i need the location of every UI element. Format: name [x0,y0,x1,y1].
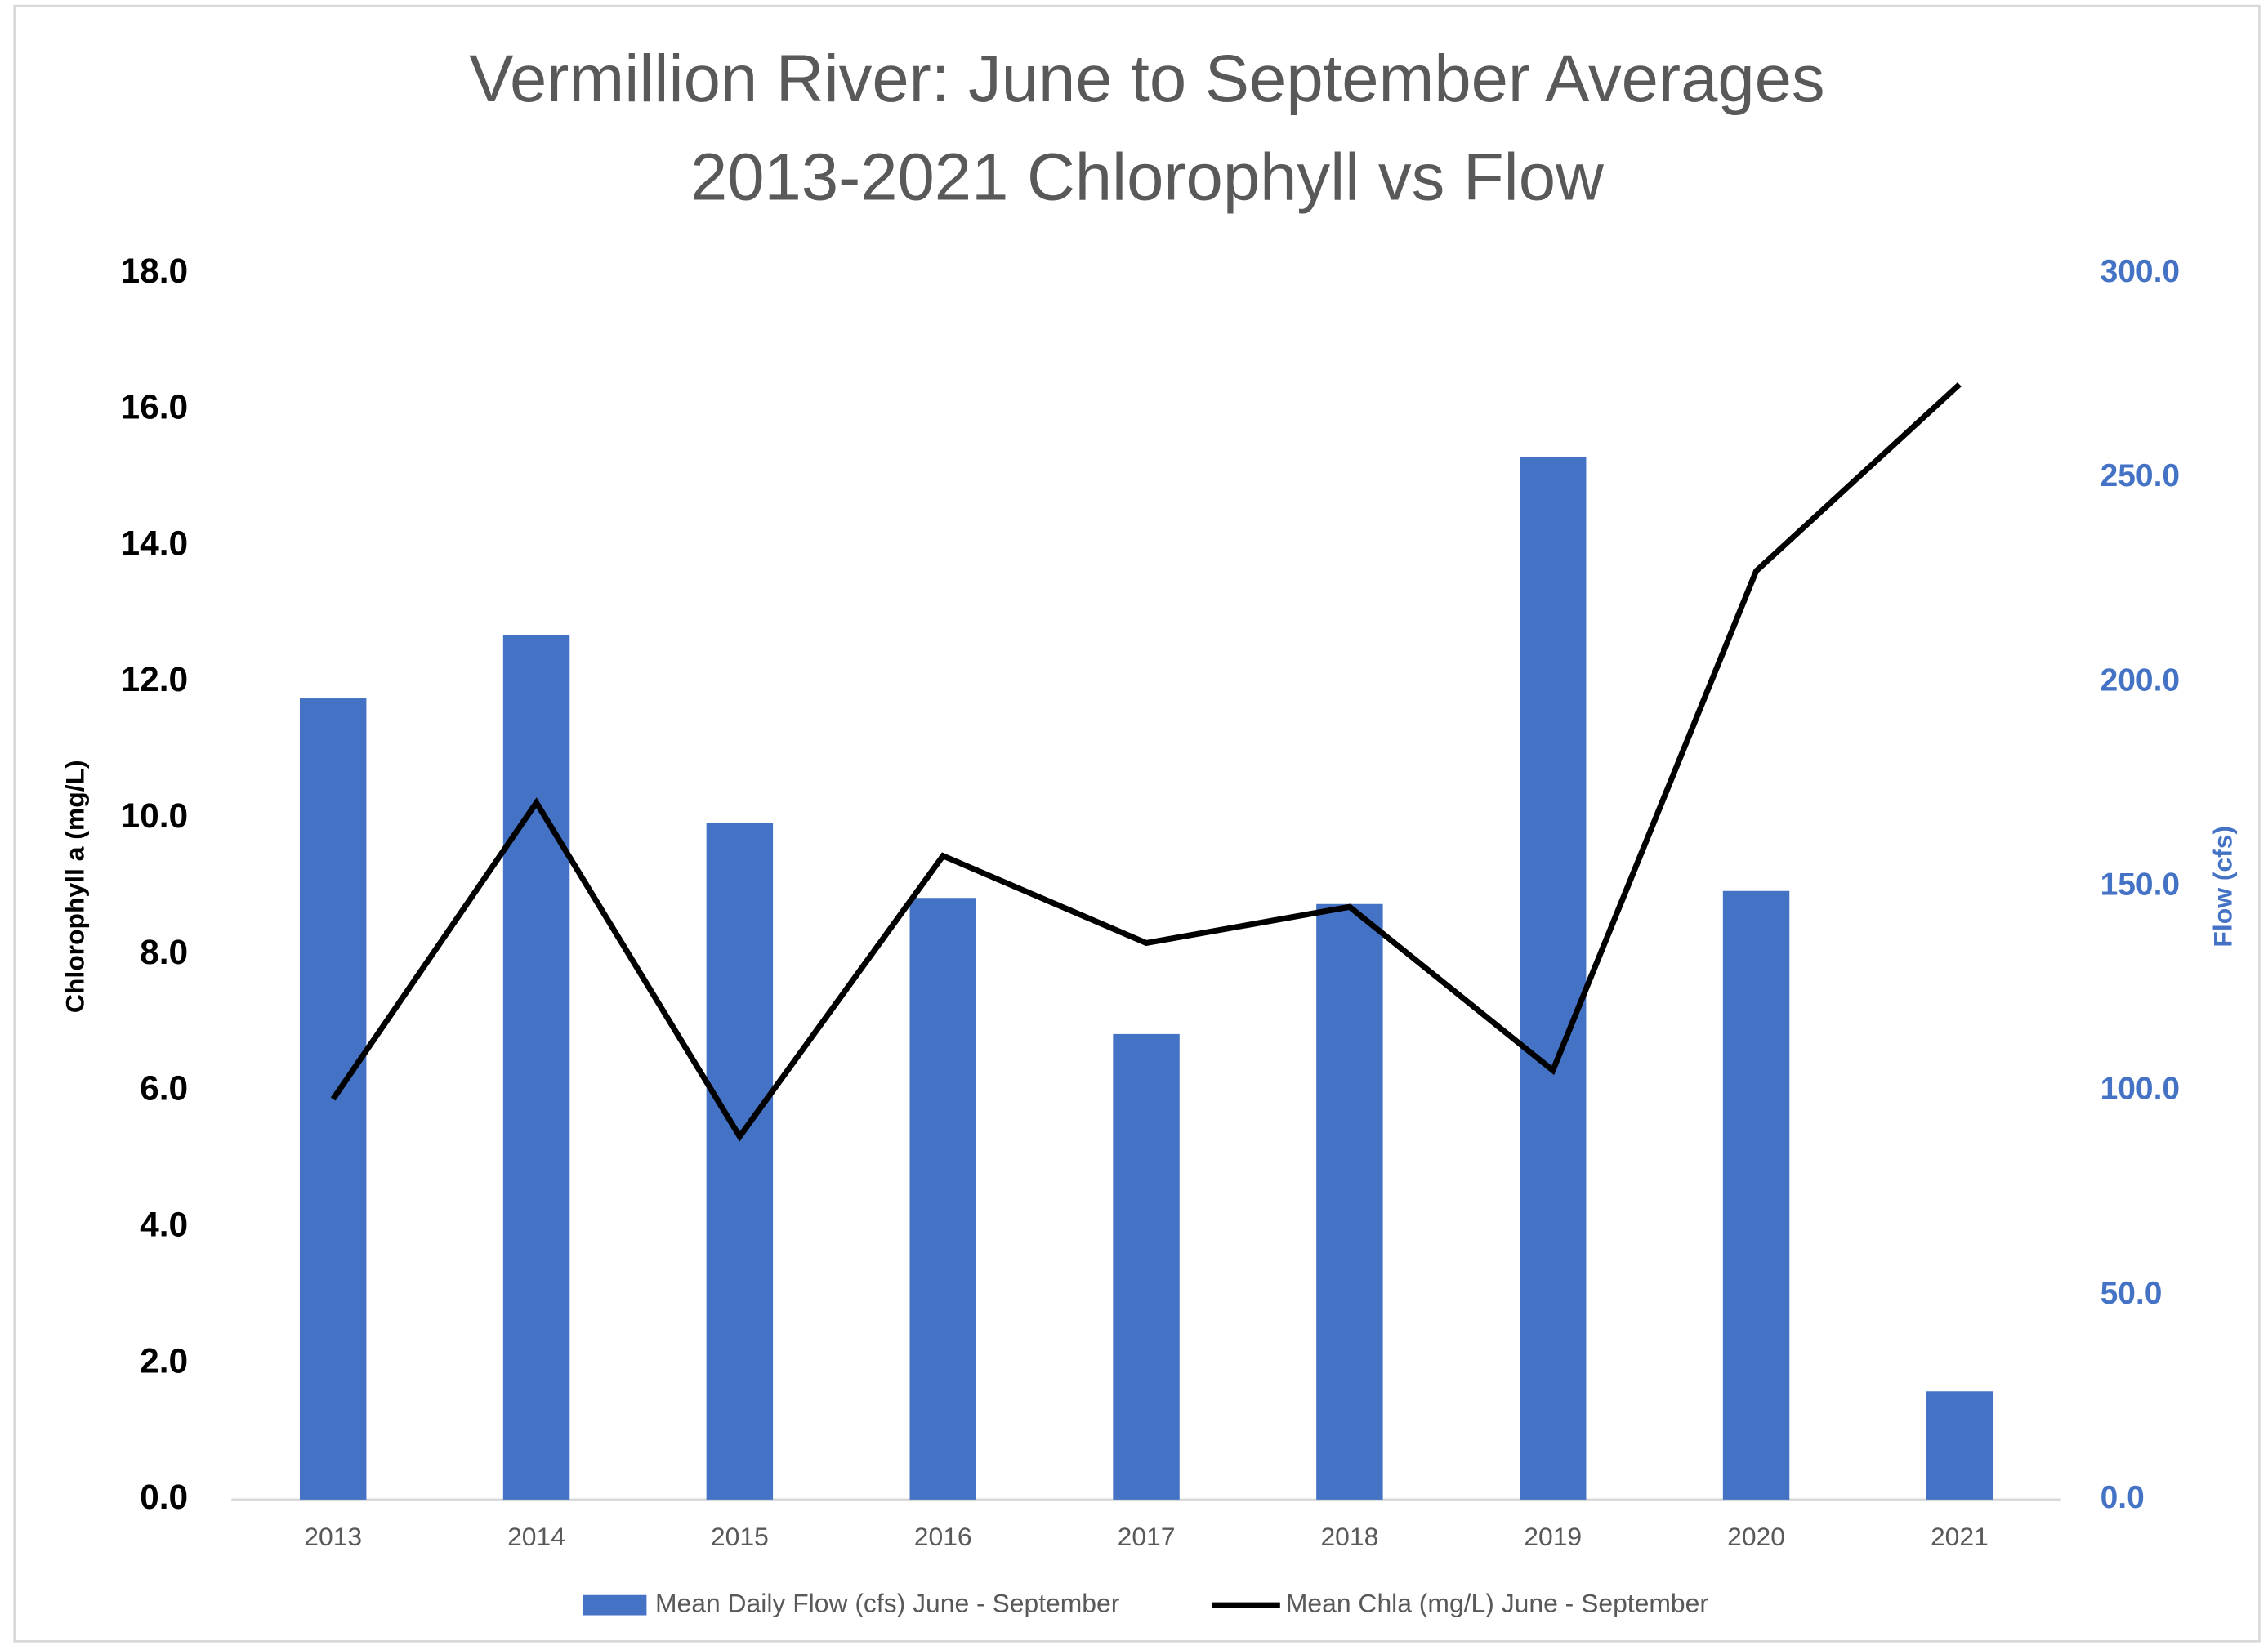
bar [1113,1033,1180,1500]
bar [706,823,774,1500]
bar [1926,1391,1993,1500]
y2-tick-label: 250.0 [2101,458,2180,493]
bar [909,898,976,1500]
y-tick-label: 14.0 [121,524,189,563]
y2-tick-label: 0.0 [2101,1480,2145,1515]
y2-tick-label: 300.0 [2101,254,2180,289]
bar [502,635,570,1500]
y-axis-label: Chlorophyll a (mg/L) [60,760,89,1013]
y-tick-label: 0.0 [140,1478,188,1517]
y2-tick-label: 150.0 [2101,867,2180,903]
x-tick-label: 2016 [914,1522,972,1551]
x-tick-label: 2015 [711,1522,769,1551]
x-tick-label: 2019 [1524,1522,1582,1551]
x-tick-label: 2020 [1727,1522,1785,1551]
bar [1722,890,1790,1500]
y-tick-label: 16.0 [121,389,189,427]
y-tick-label: 2.0 [140,1342,188,1380]
line [330,381,1962,1142]
bar [1520,457,1587,1500]
y-tick-label: 8.0 [140,934,188,972]
x-tick-label: 2014 [507,1522,565,1551]
y-tick-label: 4.0 [140,1206,188,1244]
y-tick-label: 18.0 [121,252,189,291]
legend-swatch [583,1594,647,1616]
y-tick-label: 12.0 [121,661,189,699]
y2-tick-label: 50.0 [2101,1276,2163,1311]
y-tick-label: 10.0 [121,797,189,836]
y-tick-label: 6.0 [140,1070,188,1108]
y2-axis-label: Flow (cfs) [2208,826,2237,948]
y2-tick-label: 100.0 [2101,1072,2180,1107]
x-tick-label: 2013 [304,1522,362,1551]
legend-label: Mean Daily Flow (cfs) June - September [655,1589,1120,1618]
chart-title: Vermillion River: June to September Aver… [469,42,1824,116]
chart-subtitle: 2013-2021 Chlorophyll vs Flow [690,140,1604,215]
x-tick-label: 2018 [1320,1522,1378,1551]
x-tick-label: 2021 [1931,1522,1989,1551]
y2-tick-label: 200.0 [2101,662,2180,698]
legend-label: Mean Chla (mg/L) June - September [1286,1589,1708,1618]
x-tick-label: 2017 [1118,1522,1176,1551]
bar [1316,903,1383,1500]
